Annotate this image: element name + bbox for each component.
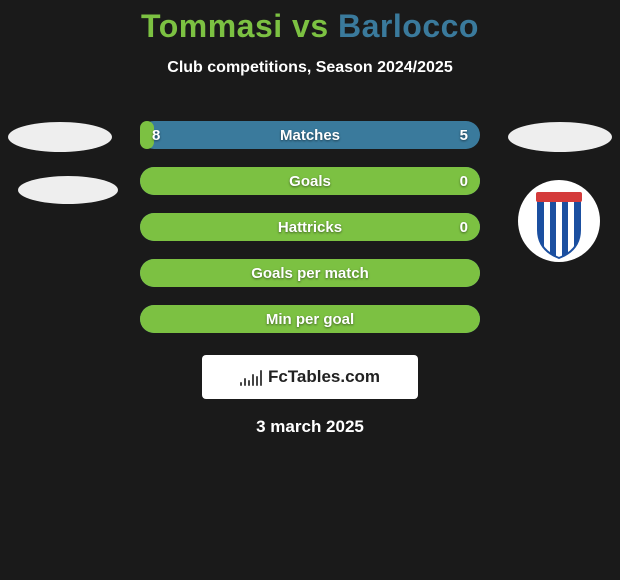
subtitle: Club competitions, Season 2024/2025 <box>0 59 620 77</box>
date-text: 3 march 2025 <box>0 417 620 437</box>
stat-right-value: 0 <box>460 219 468 236</box>
stat-label: Hattricks <box>278 219 342 236</box>
vs-text: vs <box>292 8 329 44</box>
stat-label: Min per goal <box>266 311 354 328</box>
stats-list: 8 Matches 5 Goals 0 Hattricks 0 Goals per match… <box>0 121 620 333</box>
stat-label: Goals per match <box>251 265 369 282</box>
stat-label: Goals <box>289 173 331 190</box>
stat-label: Matches <box>280 127 340 144</box>
stat-left-value: 8 <box>152 127 160 144</box>
page-title: Tommasi vs Barlocco <box>0 8 620 45</box>
stat-row: Hattricks 0 <box>140 213 480 241</box>
chart-icon <box>240 368 262 386</box>
stat-row: Goals per match <box>140 259 480 287</box>
comparison-card: Tommasi vs Barlocco Club competitions, S… <box>0 0 620 437</box>
stat-row: 8 Matches 5 <box>140 121 480 149</box>
stat-right-value: 5 <box>460 127 468 144</box>
stat-row: Min per goal <box>140 305 480 333</box>
player2-name: Barlocco <box>338 8 479 44</box>
source-logo: FcTables.com <box>202 355 418 399</box>
player1-name: Tommasi <box>141 8 283 44</box>
stat-right-value: 0 <box>460 173 468 190</box>
stat-row: Goals 0 <box>140 167 480 195</box>
logo-text: FcTables.com <box>268 367 380 387</box>
